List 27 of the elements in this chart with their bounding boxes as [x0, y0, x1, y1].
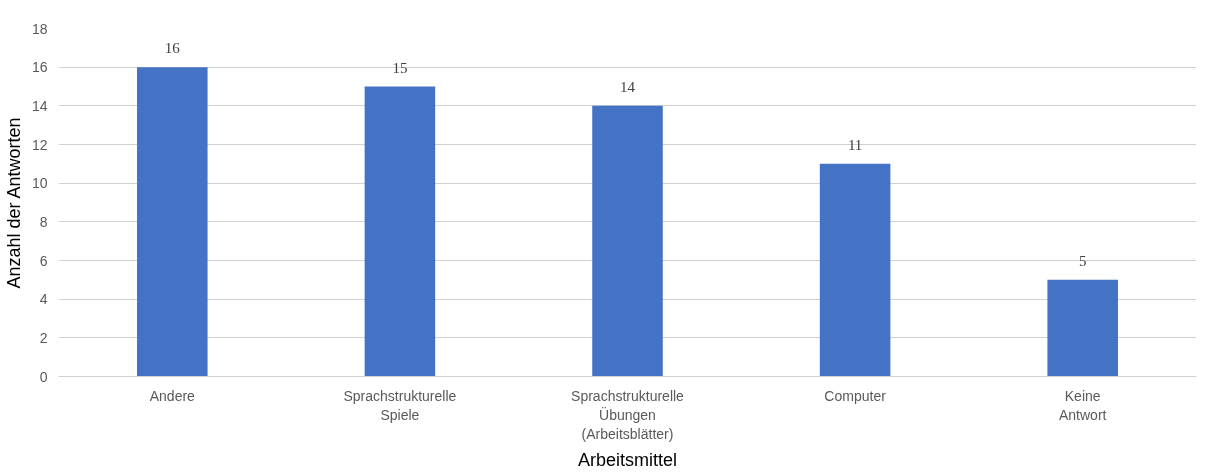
y-tick-label: 2 — [39, 329, 48, 346]
bar — [1047, 279, 1118, 377]
y-axis-title: Anzahl der Antworten — [3, 117, 24, 289]
data-label: 14 — [620, 78, 636, 95]
y-tick-label: 6 — [39, 252, 48, 269]
x-tick-label: Computer — [824, 387, 887, 404]
x-tick-label: Sprachstrukturelle Spiele — [343, 387, 457, 423]
bar — [364, 86, 436, 377]
bar — [137, 67, 208, 377]
data-label: 16 — [164, 40, 181, 57]
y-tick-label: 12 — [31, 136, 48, 153]
data-label: 11 — [847, 136, 863, 153]
x-tick-label: Sprachstrukturelle Übungen (Arbeitsblätter) — [571, 387, 685, 442]
y-tick-label: 10 — [31, 175, 48, 192]
y-tick-label: 16 — [31, 59, 48, 76]
x-tick-label: Andere — [149, 387, 196, 404]
y-tick-label: 4 — [39, 291, 48, 308]
x-tick-label: Keine Antwort — [1058, 387, 1107, 423]
y-tick-label: 8 — [39, 213, 48, 230]
y-tick-label: 14 — [31, 97, 48, 114]
data-label: 5 — [1078, 252, 1087, 269]
bar — [592, 105, 663, 377]
y-tick-label: 0 — [39, 368, 48, 385]
y-tick-label: 18 — [31, 20, 48, 37]
data-label: 15 — [392, 59, 408, 76]
x-axis-title: Arbeitsmittel — [577, 449, 678, 470]
bar — [819, 163, 891, 377]
